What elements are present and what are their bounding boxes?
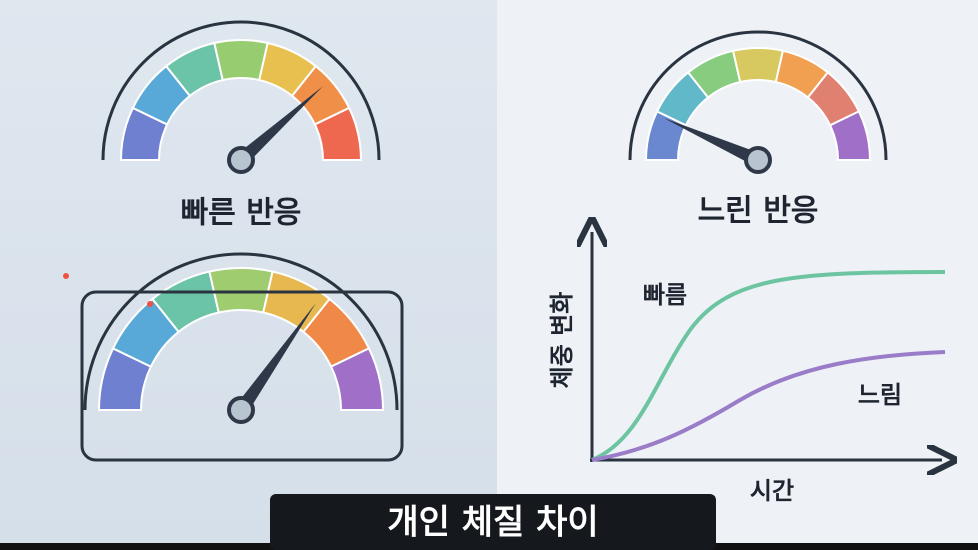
gauge-needle	[663, 118, 761, 167]
dot	[147, 301, 153, 307]
right-panel	[497, 0, 978, 550]
gauge-rim	[83, 252, 399, 411]
gauge-hub	[744, 146, 772, 174]
gauge-segment	[208, 267, 274, 314]
slow-curve	[591, 350, 946, 462]
gauges	[83, 20, 888, 424]
gauge-segment	[313, 106, 363, 161]
gauge-segment	[731, 47, 785, 84]
dot	[63, 273, 69, 279]
gauge-needle	[235, 302, 316, 415]
gauge-rim	[628, 30, 888, 161]
caption-box	[270, 494, 716, 550]
gauge-label: 빠른 반응	[181, 196, 302, 231]
gauge-hub	[227, 396, 255, 424]
curve-label: 빠름	[643, 281, 687, 309]
x-axis-label: 시간	[750, 477, 794, 505]
fast-curve	[591, 270, 946, 462]
gauge-segment	[329, 347, 385, 411]
gauge-segment	[828, 110, 872, 161]
gauge-label: 느린 반응	[698, 194, 819, 229]
gauge-rim	[101, 20, 381, 161]
curve-label: 느림	[858, 381, 902, 409]
gauge-needle	[236, 86, 324, 166]
caption: 개인 체질 차이	[387, 503, 598, 543]
gauge-hub	[227, 146, 255, 174]
gauge-frame	[80, 290, 404, 462]
y-axis-label: 체중 변화	[548, 292, 576, 389]
